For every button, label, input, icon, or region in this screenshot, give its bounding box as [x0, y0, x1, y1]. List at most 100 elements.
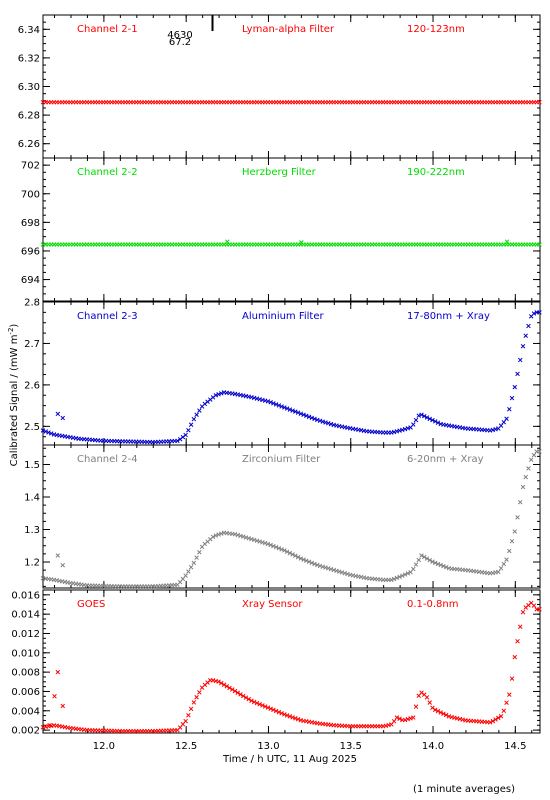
data-point	[391, 719, 397, 724]
y-tick-label: 698	[21, 218, 40, 229]
data-point	[309, 560, 315, 566]
data-point	[299, 240, 304, 245]
data-point	[46, 430, 51, 435]
y-tick-label: 702	[21, 161, 40, 172]
data-point	[284, 406, 290, 411]
y-tick-label: 6.28	[18, 111, 40, 122]
series-3	[40, 310, 542, 445]
y-tick-label: 1.2	[24, 558, 40, 569]
data-point	[517, 499, 523, 505]
filter-label: Aluminium Filter	[242, 311, 325, 322]
data-point	[413, 417, 419, 423]
data-point	[531, 603, 537, 608]
data-point	[219, 680, 224, 686]
footnote: (1 minute averages)	[413, 784, 515, 795]
data-point	[520, 484, 526, 490]
annotation-line-2: 67.2	[169, 37, 191, 48]
y-tick-label: 0.002	[11, 726, 40, 737]
data-point	[224, 684, 230, 689]
panel-3: 2.5 2.6 2.7 2.8 Channel 2-3 Aluminium Filter 1…	[24, 298, 542, 446]
data-point	[304, 413, 309, 419]
data-point	[493, 717, 498, 722]
data-point	[235, 690, 240, 695]
data-point	[301, 412, 306, 417]
data-point	[219, 391, 224, 396]
data-point	[60, 415, 66, 421]
data-point	[55, 669, 61, 675]
data-point	[293, 409, 298, 414]
data-point	[188, 422, 194, 427]
data-point	[520, 343, 526, 349]
data-point	[416, 413, 422, 418]
data-point	[240, 693, 246, 699]
data-point	[295, 410, 301, 415]
y-tick-label: 2.7	[24, 339, 40, 350]
band-label: 6-20nm + Xray	[407, 454, 484, 465]
data-point	[498, 423, 504, 428]
data-point	[191, 560, 197, 566]
channel-label: Channel 2-4	[77, 454, 138, 465]
band-label: 190-222nm	[407, 167, 465, 178]
y-tick-label: 2.5	[24, 422, 40, 433]
data-point	[290, 408, 295, 413]
data-point	[504, 416, 509, 422]
data-point	[512, 384, 518, 390]
data-point	[435, 561, 441, 567]
data-point	[276, 403, 282, 408]
x-tick-label: 12.5	[175, 741, 197, 752]
data-point	[526, 466, 531, 471]
y-tick-label: 0.012	[11, 629, 40, 640]
data-point	[424, 556, 430, 561]
data-point	[312, 561, 317, 567]
data-point	[40, 428, 46, 433]
data-point	[427, 700, 432, 705]
data-point	[273, 402, 279, 407]
annotation-line-1: 4630	[167, 30, 192, 41]
data-point	[268, 400, 273, 405]
y-axis-label-main: Calibrated Signal / (mW m	[9, 335, 20, 467]
data-point	[443, 712, 449, 718]
top-annotation: 4630 67.2	[167, 30, 192, 48]
data-point	[523, 474, 528, 480]
data-point	[293, 553, 298, 559]
data-point	[496, 569, 501, 575]
band-label: 120-123nm	[407, 24, 465, 35]
data-point	[188, 564, 194, 570]
data-point	[298, 556, 304, 561]
panel-frame	[42, 589, 541, 734]
data-point	[523, 333, 528, 338]
data-point	[191, 700, 197, 705]
data-point	[430, 559, 435, 564]
data-point	[443, 564, 449, 570]
channel-label: GOES	[77, 599, 105, 610]
data-point	[441, 711, 446, 716]
data-point	[284, 549, 290, 554]
y-tick-label: 2.8	[24, 298, 40, 309]
data-point	[424, 415, 430, 420]
data-point	[186, 427, 191, 433]
data-point	[287, 550, 293, 556]
x-tick-label: 13.5	[340, 741, 362, 752]
data-point	[419, 690, 424, 695]
data-point	[262, 704, 268, 709]
data-point	[405, 571, 411, 576]
data-point	[507, 692, 512, 697]
data-point	[273, 544, 279, 550]
y-tick-label: 6.30	[18, 82, 40, 93]
data-point	[501, 561, 507, 567]
data-point	[265, 399, 271, 404]
data-point	[512, 529, 518, 534]
data-point	[271, 707, 276, 713]
data-point	[435, 708, 441, 714]
data-point	[268, 706, 273, 712]
data-point	[186, 713, 191, 718]
data-point	[175, 438, 180, 444]
data-point	[282, 712, 287, 717]
data-point	[537, 242, 542, 247]
data-point	[531, 452, 537, 458]
y-tick-label: 1.5	[24, 460, 40, 471]
data-point	[498, 713, 504, 719]
data-point	[413, 704, 419, 709]
data-point	[282, 548, 287, 553]
